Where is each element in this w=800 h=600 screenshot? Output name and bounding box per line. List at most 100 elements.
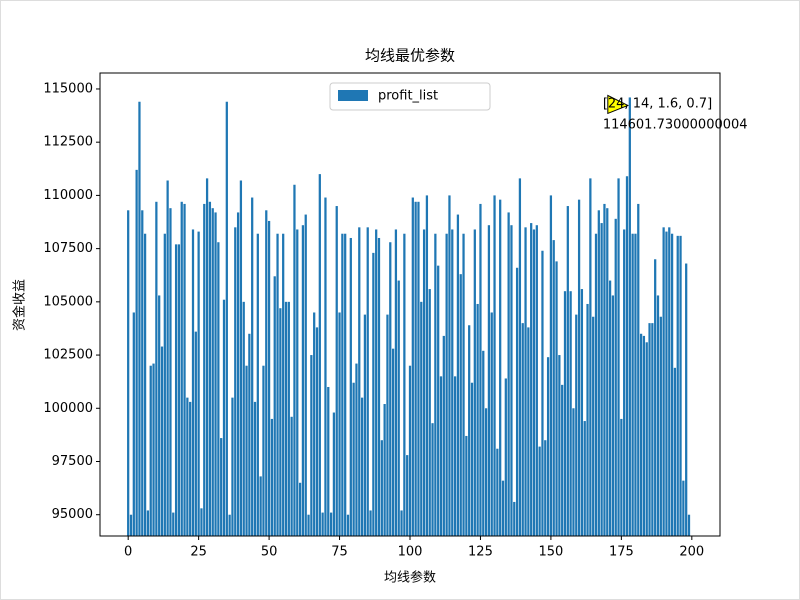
bar xyxy=(276,233,279,536)
x-tick-label: 125 xyxy=(468,545,493,560)
bar xyxy=(651,323,654,536)
y-axis-label: 资金收益 xyxy=(12,279,28,331)
bar xyxy=(358,227,361,536)
bar xyxy=(141,210,144,536)
y-tick-label: 112500 xyxy=(43,135,93,150)
bar xyxy=(620,418,623,536)
bar xyxy=(287,301,290,536)
bar xyxy=(504,378,507,536)
bar xyxy=(256,233,259,536)
bar xyxy=(670,233,674,536)
bar xyxy=(135,169,138,536)
bar xyxy=(174,244,178,536)
bar xyxy=(459,274,462,536)
bar xyxy=(411,197,414,536)
bar xyxy=(369,510,372,536)
bar xyxy=(183,203,186,536)
bar xyxy=(383,404,386,536)
bar xyxy=(637,203,640,536)
bar xyxy=(679,235,682,536)
bar xyxy=(501,480,505,536)
bar xyxy=(538,446,541,536)
bar xyxy=(420,301,423,536)
bar xyxy=(296,229,299,536)
bar xyxy=(592,316,595,536)
bar xyxy=(583,421,586,536)
bar xyxy=(231,397,234,536)
bar xyxy=(372,252,375,536)
bar xyxy=(665,231,668,536)
x-axis-label: 均线参数 xyxy=(384,570,436,586)
bar xyxy=(623,229,626,536)
bar xyxy=(360,397,364,536)
bar xyxy=(332,412,336,536)
bar xyxy=(451,229,454,536)
bar xyxy=(408,365,412,536)
bar xyxy=(417,201,420,536)
bar xyxy=(203,203,206,536)
bar xyxy=(544,440,547,536)
bar xyxy=(315,327,319,536)
bar xyxy=(631,233,634,536)
bar xyxy=(329,512,333,536)
bar xyxy=(375,229,378,536)
bar xyxy=(439,376,443,536)
bar xyxy=(654,259,657,536)
bar xyxy=(611,295,615,536)
bar xyxy=(177,244,181,536)
bar xyxy=(549,195,553,536)
bar xyxy=(307,514,310,536)
bar xyxy=(344,233,347,536)
bar xyxy=(279,308,282,536)
bar xyxy=(558,355,561,536)
bar xyxy=(668,227,671,536)
legend-swatch xyxy=(338,90,368,101)
bar xyxy=(490,312,493,536)
bar xyxy=(149,365,152,536)
x-tick-label: 175 xyxy=(609,545,634,560)
bar xyxy=(577,199,581,536)
bar xyxy=(634,233,637,536)
bar xyxy=(234,227,237,536)
bar xyxy=(527,327,530,536)
y-tick-label: 105000 xyxy=(43,294,93,309)
bar xyxy=(380,440,383,536)
bar xyxy=(473,229,476,536)
y-tick-label: 107500 xyxy=(43,241,93,256)
bar xyxy=(510,225,513,536)
bar xyxy=(580,289,584,536)
bar xyxy=(569,291,572,536)
bar xyxy=(625,176,629,536)
bar xyxy=(304,214,307,536)
bar xyxy=(160,346,164,536)
bar xyxy=(586,303,589,536)
bar xyxy=(645,342,648,536)
bar xyxy=(425,195,429,536)
bar xyxy=(152,363,155,536)
bar xyxy=(566,206,569,536)
bar xyxy=(389,242,392,536)
bar xyxy=(313,312,316,536)
legend-label: profit_list xyxy=(378,89,438,104)
bar xyxy=(470,382,474,536)
bar xyxy=(248,333,251,536)
bar xyxy=(180,201,183,536)
bar xyxy=(555,261,558,536)
bar xyxy=(214,212,217,536)
bar xyxy=(211,208,214,536)
bar xyxy=(189,401,192,536)
bar xyxy=(437,265,440,536)
bar xyxy=(428,289,431,536)
chart-title: 均线最优参数 xyxy=(365,47,455,65)
bar xyxy=(687,514,691,536)
bar xyxy=(445,233,448,536)
bar xyxy=(239,180,243,536)
bar xyxy=(682,480,685,536)
bar xyxy=(462,233,465,536)
bar xyxy=(484,408,488,536)
bar xyxy=(327,386,330,536)
bar xyxy=(138,101,141,536)
bar xyxy=(293,184,296,536)
bar xyxy=(561,384,564,536)
bar xyxy=(524,227,527,536)
